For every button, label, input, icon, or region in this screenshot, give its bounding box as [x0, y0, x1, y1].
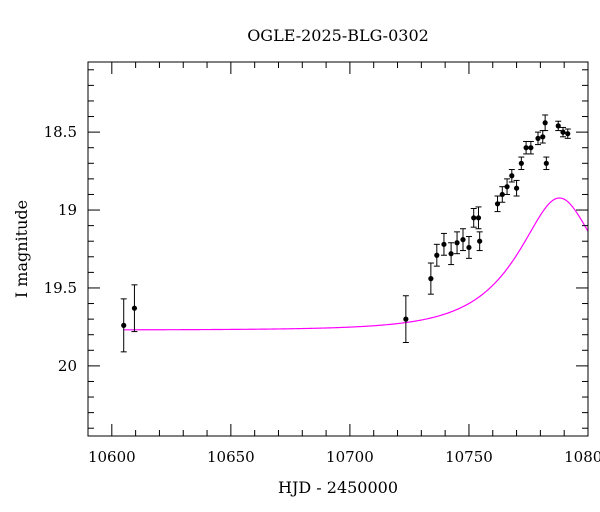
data-marker [131, 305, 138, 311]
data-point [499, 186, 506, 203]
data-marker [403, 316, 409, 322]
plot-frame [87, 61, 589, 437]
x-tick-label: 10600 [88, 448, 136, 466]
data-point [433, 243, 440, 267]
data-point [518, 156, 525, 171]
data-marker [565, 131, 571, 137]
x-tick-label: 10750 [445, 448, 493, 466]
data-marker [543, 160, 549, 166]
data-point [120, 298, 127, 353]
data-marker [121, 322, 127, 328]
data-point [465, 236, 472, 259]
axis-tick-labels: 10600 10650 10700 10750 10800 18.5 19 19.5 20 [44, 123, 600, 466]
data-marker [454, 240, 460, 246]
data-marker [518, 160, 524, 166]
data-marker [560, 129, 566, 135]
data-marker [535, 135, 541, 141]
data-marker [434, 252, 440, 258]
y-tick-label: 19 [58, 201, 77, 219]
data-point [402, 295, 409, 343]
data-marker [499, 191, 505, 198]
model-curve [123, 197, 589, 331]
data-marker [504, 184, 510, 190]
data-points-layer [120, 114, 571, 353]
data-point [564, 128, 571, 139]
data-point [504, 178, 511, 195]
data-point [523, 140, 530, 155]
data-marker [509, 173, 515, 179]
data-marker [471, 215, 477, 221]
data-point [535, 131, 541, 146]
data-point [470, 207, 477, 228]
data-point [543, 156, 550, 171]
chart-title: OGLE-2025-BLG-0302 [247, 26, 429, 45]
y-tick-label: 18.5 [44, 123, 77, 141]
data-point [131, 284, 138, 333]
data-marker [475, 215, 482, 221]
data-point [454, 231, 461, 255]
data-point [508, 169, 515, 183]
data-marker [494, 201, 501, 207]
data-point [448, 242, 455, 266]
data-point [427, 262, 434, 295]
data-point [460, 228, 466, 252]
data-marker [477, 238, 483, 244]
y-axis-label: I magnitude [12, 200, 31, 298]
data-marker [555, 123, 561, 129]
data-point [560, 126, 566, 138]
data-point [527, 140, 534, 155]
data-marker [466, 244, 472, 251]
model-curve-layer [123, 197, 589, 331]
data-marker [448, 251, 454, 257]
data-marker [441, 241, 447, 247]
data-point [513, 179, 520, 197]
data-marker [540, 134, 546, 140]
data-point [494, 195, 501, 213]
x-tick-label: 10800 [564, 448, 600, 466]
x-tick-label: 10650 [207, 448, 255, 466]
data-point [476, 231, 483, 252]
data-marker [513, 185, 520, 191]
data-marker [528, 145, 534, 151]
x-axis-label: HJD - 2450000 [278, 478, 398, 497]
data-point [555, 120, 562, 132]
y-tick-label: 20 [58, 357, 77, 375]
data-marker [523, 145, 529, 151]
data-marker [460, 237, 466, 243]
data-marker [542, 120, 548, 126]
x-tick-label: 10700 [326, 448, 374, 466]
y-tick-label: 19.5 [44, 279, 77, 297]
data-point [440, 232, 447, 256]
data-marker [428, 276, 434, 282]
axis-ticks [88, 62, 589, 436]
data-point [475, 206, 482, 230]
data-point [542, 114, 549, 132]
